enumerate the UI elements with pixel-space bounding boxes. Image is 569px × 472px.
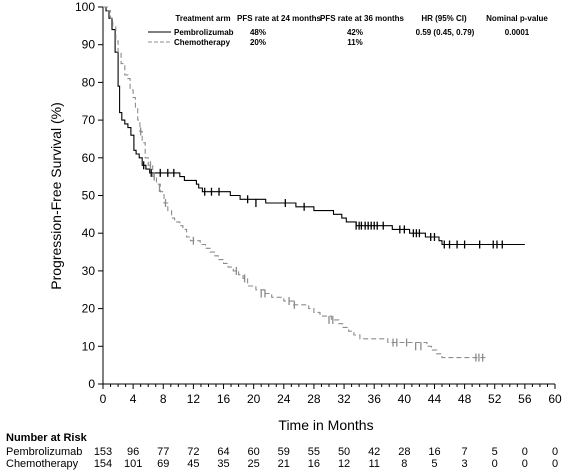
y-tick-label: 80 (82, 75, 96, 89)
risk-count: 16 (308, 458, 320, 470)
x-tick-label: 36 (368, 392, 382, 406)
legend-cell: 0.59 (0.45, 0.79) (416, 28, 475, 37)
risk-count: 69 (157, 458, 169, 470)
y-tick-label: 0 (88, 377, 95, 391)
x-tick-label: 28 (307, 392, 321, 406)
risk-count: 101 (124, 458, 142, 470)
y-tick-label: 60 (82, 151, 96, 165)
legend-cell: 11% (347, 38, 363, 47)
survival-curves (103, 6, 525, 362)
y-tick-label: 40 (82, 226, 96, 240)
risk-count: 5 (431, 458, 437, 470)
risk-count: 55 (308, 446, 320, 458)
x-tick-label: 4 (130, 392, 137, 406)
risk-count: 35 (217, 458, 229, 470)
x-tick-label: 0 (100, 392, 107, 406)
legend-cell: 20% (250, 38, 266, 47)
x-tick-label: 32 (337, 392, 351, 406)
risk-count: 0 (522, 446, 528, 458)
risk-count: 7 (462, 446, 468, 458)
risk-row-label: Chemotherapy (6, 458, 79, 470)
risk-count: 0 (552, 446, 558, 458)
x-tick-label: 12 (187, 392, 201, 406)
legend-cell: 0.0001 (505, 28, 530, 37)
legend-cell: 48% (250, 28, 266, 37)
risk-count: 72 (187, 446, 199, 458)
x-tick-label: 20 (247, 392, 261, 406)
risk-count: 0 (552, 458, 558, 470)
x-tick-label: 44 (428, 392, 442, 406)
risk-count: 5 (492, 446, 498, 458)
legend-header: Nominal p-value (486, 14, 548, 23)
x-tick-label: 48 (458, 392, 472, 406)
y-tick-label: 100 (75, 0, 95, 14)
risk-count: 50 (338, 446, 350, 458)
legend-header: Treatment arm (175, 14, 230, 23)
risk-count: 96 (127, 446, 139, 458)
risk-count: 12 (338, 458, 350, 470)
y-tick-label: 90 (82, 38, 96, 52)
risk-count: 25 (248, 458, 260, 470)
legend-header: PFS rate at 36 months (320, 14, 405, 23)
risk-count: 3 (462, 458, 468, 470)
y-tick-label: 20 (82, 302, 96, 316)
risk-count: 21 (278, 458, 290, 470)
risk-count: 153 (94, 446, 112, 458)
legend-header: PFS rate at 24 months (237, 14, 322, 23)
x-tick-label: 24 (277, 392, 291, 406)
risk-count: 60 (248, 446, 260, 458)
y-tick-label: 10 (82, 339, 96, 353)
x-tick-label: 60 (548, 392, 562, 406)
series-line-chemotherapy (103, 6, 488, 359)
risk-count: 42 (368, 446, 380, 458)
risk-count: 28 (398, 446, 410, 458)
risk-table-title: Number at Risk (6, 432, 88, 444)
risk-count: 16 (428, 446, 440, 458)
legend-header: HR (95% CI) (421, 14, 467, 23)
risk-count: 11 (368, 458, 379, 470)
y-tick-label: 30 (82, 264, 96, 278)
y-axis-label: Progression-Free Survival (%) (48, 102, 64, 290)
risk-count: 77 (157, 446, 169, 458)
risk-count: 0 (492, 458, 498, 470)
x-tick-label: 40 (398, 392, 412, 406)
risk-count: 154 (94, 458, 112, 470)
y-tick-label: 70 (82, 113, 96, 127)
legend-series-name: Pembrolizumab (174, 28, 234, 37)
risk-count: 64 (217, 446, 229, 458)
risk-table: Number at Risk Pembrolizumab 153 96 77 72 64 60… (6, 432, 558, 470)
x-axis-label: Time in Months (278, 417, 373, 433)
series-line-pembrolizumab (103, 6, 525, 246)
x-tick-label: 16 (217, 392, 231, 406)
x-tick-label: 52 (488, 392, 502, 406)
risk-count: 8 (401, 458, 407, 470)
risk-count: 59 (278, 446, 290, 458)
y-tick-label: 50 (82, 189, 96, 203)
x-tick-label: 56 (518, 392, 532, 406)
legend-series-name: Chemotherapy (174, 38, 231, 47)
risk-row-label: Pembrolizumab (6, 446, 82, 458)
x-tick-label: 8 (160, 392, 167, 406)
legend-cell: 42% (347, 28, 363, 37)
risk-count: 0 (522, 458, 528, 470)
risk-count: 45 (187, 458, 199, 470)
